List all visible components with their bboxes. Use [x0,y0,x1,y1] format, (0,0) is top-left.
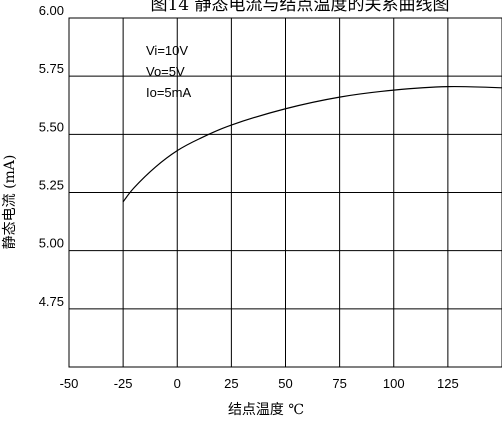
y-tick-label: 4.75 [39,294,64,309]
y-tick-label: 5.25 [39,178,64,193]
condition-vo: Vo=5V [146,64,185,79]
x-tick-label: 25 [224,376,238,391]
x-tick-labels: -50 -25 0 25 50 75 100 125 [60,376,459,391]
y-tick-labels: 4.75 5.00 5.25 5.50 5.75 6.00 [39,3,64,309]
x-tick-label: 75 [332,376,346,391]
chart-title: 图14 静态电流与结点温度的关系曲线图 [150,0,449,15]
condition-vi: Vi=10V [146,43,188,58]
x-tick-label: 50 [278,376,292,391]
x-tick-label: 0 [174,376,181,391]
x-tick-label: 100 [383,376,405,391]
series-line [122,85,502,203]
grid [69,17,502,367]
x-tick-label: -25 [114,376,133,391]
series-layer [122,85,502,203]
x-tick-label: -50 [60,376,79,391]
x-axis-label: 结点温度 ℃ [228,402,304,418]
condition-io: Io=5mA [146,85,191,100]
y-tick-label: 5.75 [39,61,64,76]
conditions-annotation: Vi=10V Vo=5V Io=5mA [146,43,191,100]
y-tick-label: 5.50 [39,119,64,134]
y-axis-label: 静态电流 (mA) [2,155,18,250]
y-tick-label: 6.00 [39,3,64,18]
x-tick-label: 125 [437,376,459,391]
y-tick-label: 5.00 [39,236,64,251]
plot-frame [68,17,502,368]
